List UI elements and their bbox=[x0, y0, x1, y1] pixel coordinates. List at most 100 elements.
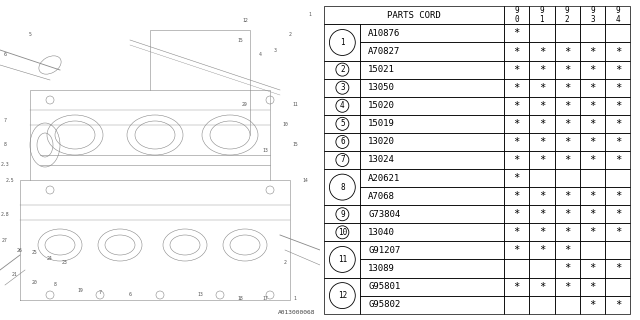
Bar bbox=[504, 43, 529, 60]
Bar bbox=[529, 6, 555, 24]
Text: *: * bbox=[564, 263, 570, 274]
Bar bbox=[504, 133, 529, 151]
Text: A20621: A20621 bbox=[368, 173, 401, 183]
Text: *: * bbox=[513, 191, 520, 201]
Text: 1: 1 bbox=[340, 38, 345, 47]
Bar bbox=[580, 133, 605, 151]
Text: *: * bbox=[614, 227, 621, 237]
Text: *: * bbox=[564, 101, 570, 111]
Text: 23: 23 bbox=[62, 260, 68, 265]
Bar bbox=[504, 6, 529, 24]
Text: 11: 11 bbox=[292, 102, 298, 108]
Bar bbox=[504, 296, 529, 314]
Bar bbox=[605, 6, 630, 24]
Bar bbox=[529, 205, 555, 223]
Text: 1: 1 bbox=[308, 12, 312, 18]
Text: *: * bbox=[513, 83, 520, 93]
Text: 26: 26 bbox=[17, 247, 23, 252]
Bar bbox=[360, 223, 504, 241]
Text: *: * bbox=[589, 83, 596, 93]
Text: *: * bbox=[589, 155, 596, 165]
Text: 2.5: 2.5 bbox=[6, 178, 14, 182]
Text: *: * bbox=[513, 119, 520, 129]
Bar bbox=[605, 115, 630, 133]
Text: 9
4: 9 4 bbox=[616, 6, 620, 24]
Text: 13: 13 bbox=[197, 292, 203, 298]
Bar bbox=[529, 241, 555, 260]
Text: G95801: G95801 bbox=[368, 282, 401, 291]
Bar bbox=[580, 6, 605, 24]
Bar bbox=[324, 79, 360, 97]
Bar bbox=[529, 79, 555, 97]
Bar bbox=[504, 187, 529, 205]
Text: *: * bbox=[513, 65, 520, 75]
Text: 8: 8 bbox=[54, 283, 56, 287]
Text: *: * bbox=[614, 83, 621, 93]
Text: *: * bbox=[614, 209, 621, 219]
Bar bbox=[324, 151, 360, 169]
Text: *: * bbox=[513, 28, 520, 38]
Bar bbox=[555, 277, 580, 296]
Bar bbox=[555, 24, 580, 43]
Text: *: * bbox=[539, 46, 545, 57]
Bar bbox=[324, 169, 360, 205]
Text: *: * bbox=[564, 46, 570, 57]
Text: 13020: 13020 bbox=[368, 137, 395, 147]
Text: 6: 6 bbox=[4, 52, 6, 58]
Text: *: * bbox=[539, 191, 545, 201]
Bar bbox=[605, 43, 630, 60]
Bar bbox=[529, 24, 555, 43]
Text: *: * bbox=[614, 119, 621, 129]
Bar bbox=[360, 97, 504, 115]
Text: 5: 5 bbox=[340, 119, 345, 128]
Text: *: * bbox=[564, 65, 570, 75]
Bar bbox=[580, 241, 605, 260]
Text: 15: 15 bbox=[237, 37, 243, 43]
Text: 15019: 15019 bbox=[368, 119, 395, 128]
Bar bbox=[529, 43, 555, 60]
Bar bbox=[504, 97, 529, 115]
Bar bbox=[605, 60, 630, 79]
Text: *: * bbox=[564, 209, 570, 219]
Bar bbox=[555, 60, 580, 79]
Text: 29: 29 bbox=[242, 102, 248, 108]
Text: *: * bbox=[589, 65, 596, 75]
Bar bbox=[360, 43, 504, 60]
Text: A10876: A10876 bbox=[368, 29, 401, 38]
Bar bbox=[529, 133, 555, 151]
Bar bbox=[360, 260, 504, 277]
Text: 8: 8 bbox=[340, 183, 345, 192]
Text: 10: 10 bbox=[338, 228, 347, 237]
Text: *: * bbox=[564, 83, 570, 93]
Bar bbox=[529, 115, 555, 133]
Bar bbox=[555, 223, 580, 241]
Bar bbox=[504, 24, 529, 43]
Text: 20: 20 bbox=[32, 279, 38, 284]
Text: *: * bbox=[513, 46, 520, 57]
Bar bbox=[529, 151, 555, 169]
Text: 18: 18 bbox=[237, 295, 243, 300]
Text: *: * bbox=[539, 119, 545, 129]
Bar bbox=[605, 296, 630, 314]
Bar bbox=[324, 115, 360, 133]
Text: A70827: A70827 bbox=[368, 47, 401, 56]
Bar bbox=[504, 151, 529, 169]
Bar bbox=[529, 60, 555, 79]
Bar bbox=[529, 187, 555, 205]
Text: *: * bbox=[589, 46, 596, 57]
Text: 11: 11 bbox=[338, 255, 347, 264]
Bar bbox=[555, 169, 580, 187]
Text: 24: 24 bbox=[47, 255, 53, 260]
Bar bbox=[529, 260, 555, 277]
Bar bbox=[605, 79, 630, 97]
Bar bbox=[324, 6, 504, 24]
Text: *: * bbox=[539, 65, 545, 75]
Text: 21: 21 bbox=[12, 273, 18, 277]
Text: 15021: 15021 bbox=[368, 65, 395, 74]
Text: *: * bbox=[513, 173, 520, 183]
Text: *: * bbox=[614, 263, 621, 274]
Bar bbox=[605, 260, 630, 277]
Text: G73804: G73804 bbox=[368, 210, 401, 219]
Bar bbox=[529, 97, 555, 115]
Text: 12: 12 bbox=[338, 291, 347, 300]
